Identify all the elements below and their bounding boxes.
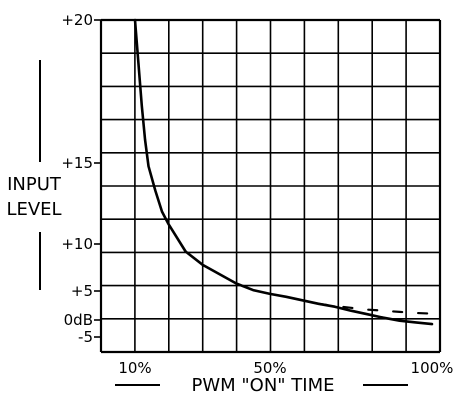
y-tick-label: -5 (78, 328, 93, 346)
y-tick-label: +15 (61, 154, 93, 172)
chart-grid (99, 18, 442, 354)
series-line-solid (133, 18, 434, 326)
x-tick-label: 50% (253, 359, 286, 377)
y-tick-label: +20 (61, 11, 93, 29)
y-tick-label: +10 (61, 235, 93, 253)
y-tick-label: 0dB (64, 311, 93, 329)
x-tick-label: 10% (118, 359, 151, 377)
y-tick-label: +5 (71, 282, 93, 300)
y-axis-title-line1: INPUT (7, 174, 62, 195)
x-tick-labels: 10% 50% 100% (118, 359, 453, 377)
y-axis-title-line2: LEVEL (6, 199, 61, 220)
series-group (133, 18, 434, 326)
series-line-dashed (317, 302, 434, 315)
x-axis-title: PWM "ON" TIME (191, 375, 334, 396)
y-tick-labels: +20 +15 +10 +5 0dB-5 (61, 11, 101, 346)
x-tick-label: 100% (411, 359, 454, 377)
